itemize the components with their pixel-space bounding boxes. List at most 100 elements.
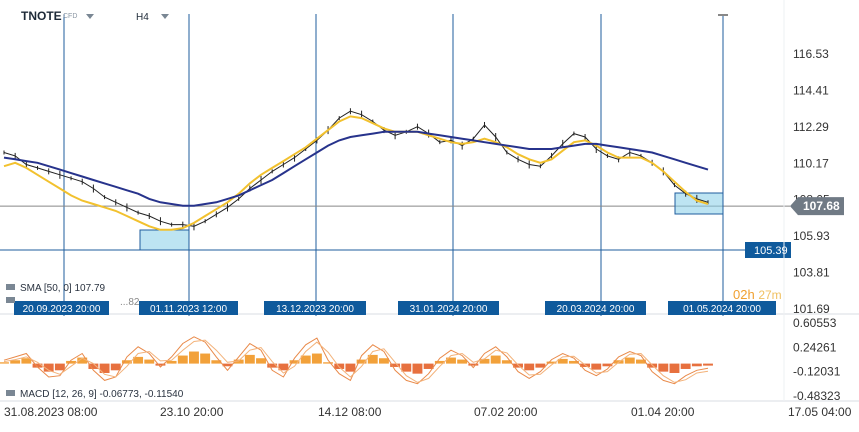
price-tick-label: 114.41 <box>793 83 829 97</box>
timeframe-label[interactable]: H4 <box>136 12 149 23</box>
macd-tick-label: 0.24261 <box>793 340 837 354</box>
macd-histogram-bar <box>367 354 378 364</box>
macd-legend[interactable]: MACD [12, 26, 9] -0.06773, -0.11540 <box>20 389 183 400</box>
date-marker-tag <box>14 301 109 315</box>
macd-histogram-bar <box>680 363 691 369</box>
sma2-legend[interactable]: ...82 <box>20 297 139 308</box>
sma-label: SMA <box>20 283 42 294</box>
macd-histogram-bar <box>133 356 144 364</box>
sma-params: [50, 0] <box>43 283 72 294</box>
macd-histogram-bar <box>390 363 401 367</box>
sma-fast-line <box>3 115 709 231</box>
macd-histogram-bar <box>300 355 311 364</box>
symbol-title[interactable]: TNOTE <box>21 9 62 23</box>
symbol-type: CFD <box>63 13 78 20</box>
macd-tick-label: -0.12031 <box>793 365 841 379</box>
current-price-tag <box>790 197 844 216</box>
current-price-label: 107.68 <box>803 199 840 213</box>
x-tick-label: 01.04 20:00 <box>631 405 695 419</box>
macd-histogram-bar <box>155 363 166 366</box>
level-label: 105.39 <box>754 245 788 257</box>
macd-histogram-bar <box>513 363 523 368</box>
macd-histogram-bar <box>267 363 278 368</box>
macd-histogram-bar <box>211 360 222 364</box>
timer-hours: 02h <box>733 287 755 302</box>
macd-histogram-bar <box>446 357 456 364</box>
date-marker-tag <box>398 301 499 315</box>
price-tick-label: 101.69 <box>793 302 830 316</box>
macd-histogram-bar <box>144 359 155 364</box>
macd-histogram-bar <box>0 362 9 364</box>
macd-histogram-bar <box>54 363 65 371</box>
macd-histogram-bar <box>602 363 613 367</box>
macd-histogram-bar <box>457 359 468 364</box>
symbol-dropdown-icon[interactable] <box>86 14 94 19</box>
x-tick-label: 31.08.2023 08:00 <box>4 405 98 419</box>
macd-tick-label: -0.48323 <box>793 389 841 403</box>
macd-histogram-bar <box>524 363 535 371</box>
macd-histogram-bar <box>311 353 322 364</box>
date-marker-tag <box>668 301 776 315</box>
macd-legend-icon <box>6 390 15 396</box>
macd-histogram-bar <box>110 363 121 371</box>
macd-histogram-bar <box>624 357 635 364</box>
price-tick-label: 110.17 <box>793 156 829 170</box>
macd-histogram-bar <box>423 363 434 369</box>
timeframe-dropdown-icon[interactable] <box>161 14 169 19</box>
macd-histogram-bar <box>568 360 579 364</box>
macd-histogram-bar <box>501 360 512 364</box>
date-marker-tag <box>545 301 646 315</box>
x-tick-label: 17.05 04:00 <box>788 405 852 419</box>
macd-histogram-bar <box>121 360 132 364</box>
date-marker-label: 01.11.2023 12:00 <box>150 304 228 315</box>
sma-legend-icon <box>6 284 15 290</box>
date-marker-label: 13.12.2023 20:00 <box>276 304 354 315</box>
macd-histogram-bar <box>479 358 490 364</box>
price-tick-label: 116.53 <box>793 47 829 61</box>
timer-minutes: 27m <box>758 288 782 302</box>
date-marker-tag <box>139 301 238 315</box>
macd-histogram-bar <box>189 351 199 364</box>
highlight-box-2 <box>674 192 724 215</box>
macd-histogram-bar <box>289 360 300 364</box>
macd-histogram-bar <box>177 355 188 364</box>
macd-histogram-bar <box>88 363 99 369</box>
macd-histogram-bar <box>256 358 266 364</box>
macd-histogram-bar <box>10 360 21 364</box>
macd-histogram-bar <box>378 358 389 364</box>
macd-histogram-bar <box>434 360 445 364</box>
sma2-legend-icon <box>6 297 15 303</box>
macd-histogram-bar <box>233 359 244 364</box>
level-tag <box>745 242 791 258</box>
macd-histogram-bar <box>546 361 557 364</box>
sma-slow-line <box>3 130 709 207</box>
date-marker-label: 01.05.2024 20:00 <box>683 304 761 315</box>
macd-line <box>3 336 709 385</box>
macd-label: MACD <box>20 389 50 400</box>
macd-histogram-bar <box>77 357 88 364</box>
date-marker-label: 31.01.2024 20:00 <box>410 304 488 315</box>
macd-params: [12, 26, 9] <box>52 389 97 400</box>
macd-histogram-bar <box>166 360 177 364</box>
macd-signal-line <box>3 339 709 383</box>
macd-histogram-bar <box>200 353 211 364</box>
date-marker-label: 20.09.2023 20:00 <box>23 304 101 315</box>
macd-histogram-bar <box>691 363 702 367</box>
macd-histogram-bar <box>244 354 255 364</box>
highlight-box-1 <box>139 229 190 251</box>
sma2-value: ...82 <box>120 297 140 308</box>
macd-histogram-bar <box>669 363 680 373</box>
macd-histogram-bar <box>401 363 412 372</box>
macd-histogram-bar <box>490 355 501 364</box>
macd-histogram-bar <box>557 358 568 364</box>
macd-histogram-bar <box>703 363 713 366</box>
sma-legend[interactable]: SMA [50, 0] 107.79 <box>20 283 105 294</box>
x-tick-label: 23.10 20:00 <box>160 405 224 419</box>
macd-histogram-bar <box>66 360 76 364</box>
x-tick-label: 14.12 08:00 <box>318 405 382 419</box>
price-tick-label: 112.29 <box>793 120 829 134</box>
macd-histogram-bar <box>43 363 54 372</box>
candle-timer: 02h 27m <box>733 287 782 302</box>
